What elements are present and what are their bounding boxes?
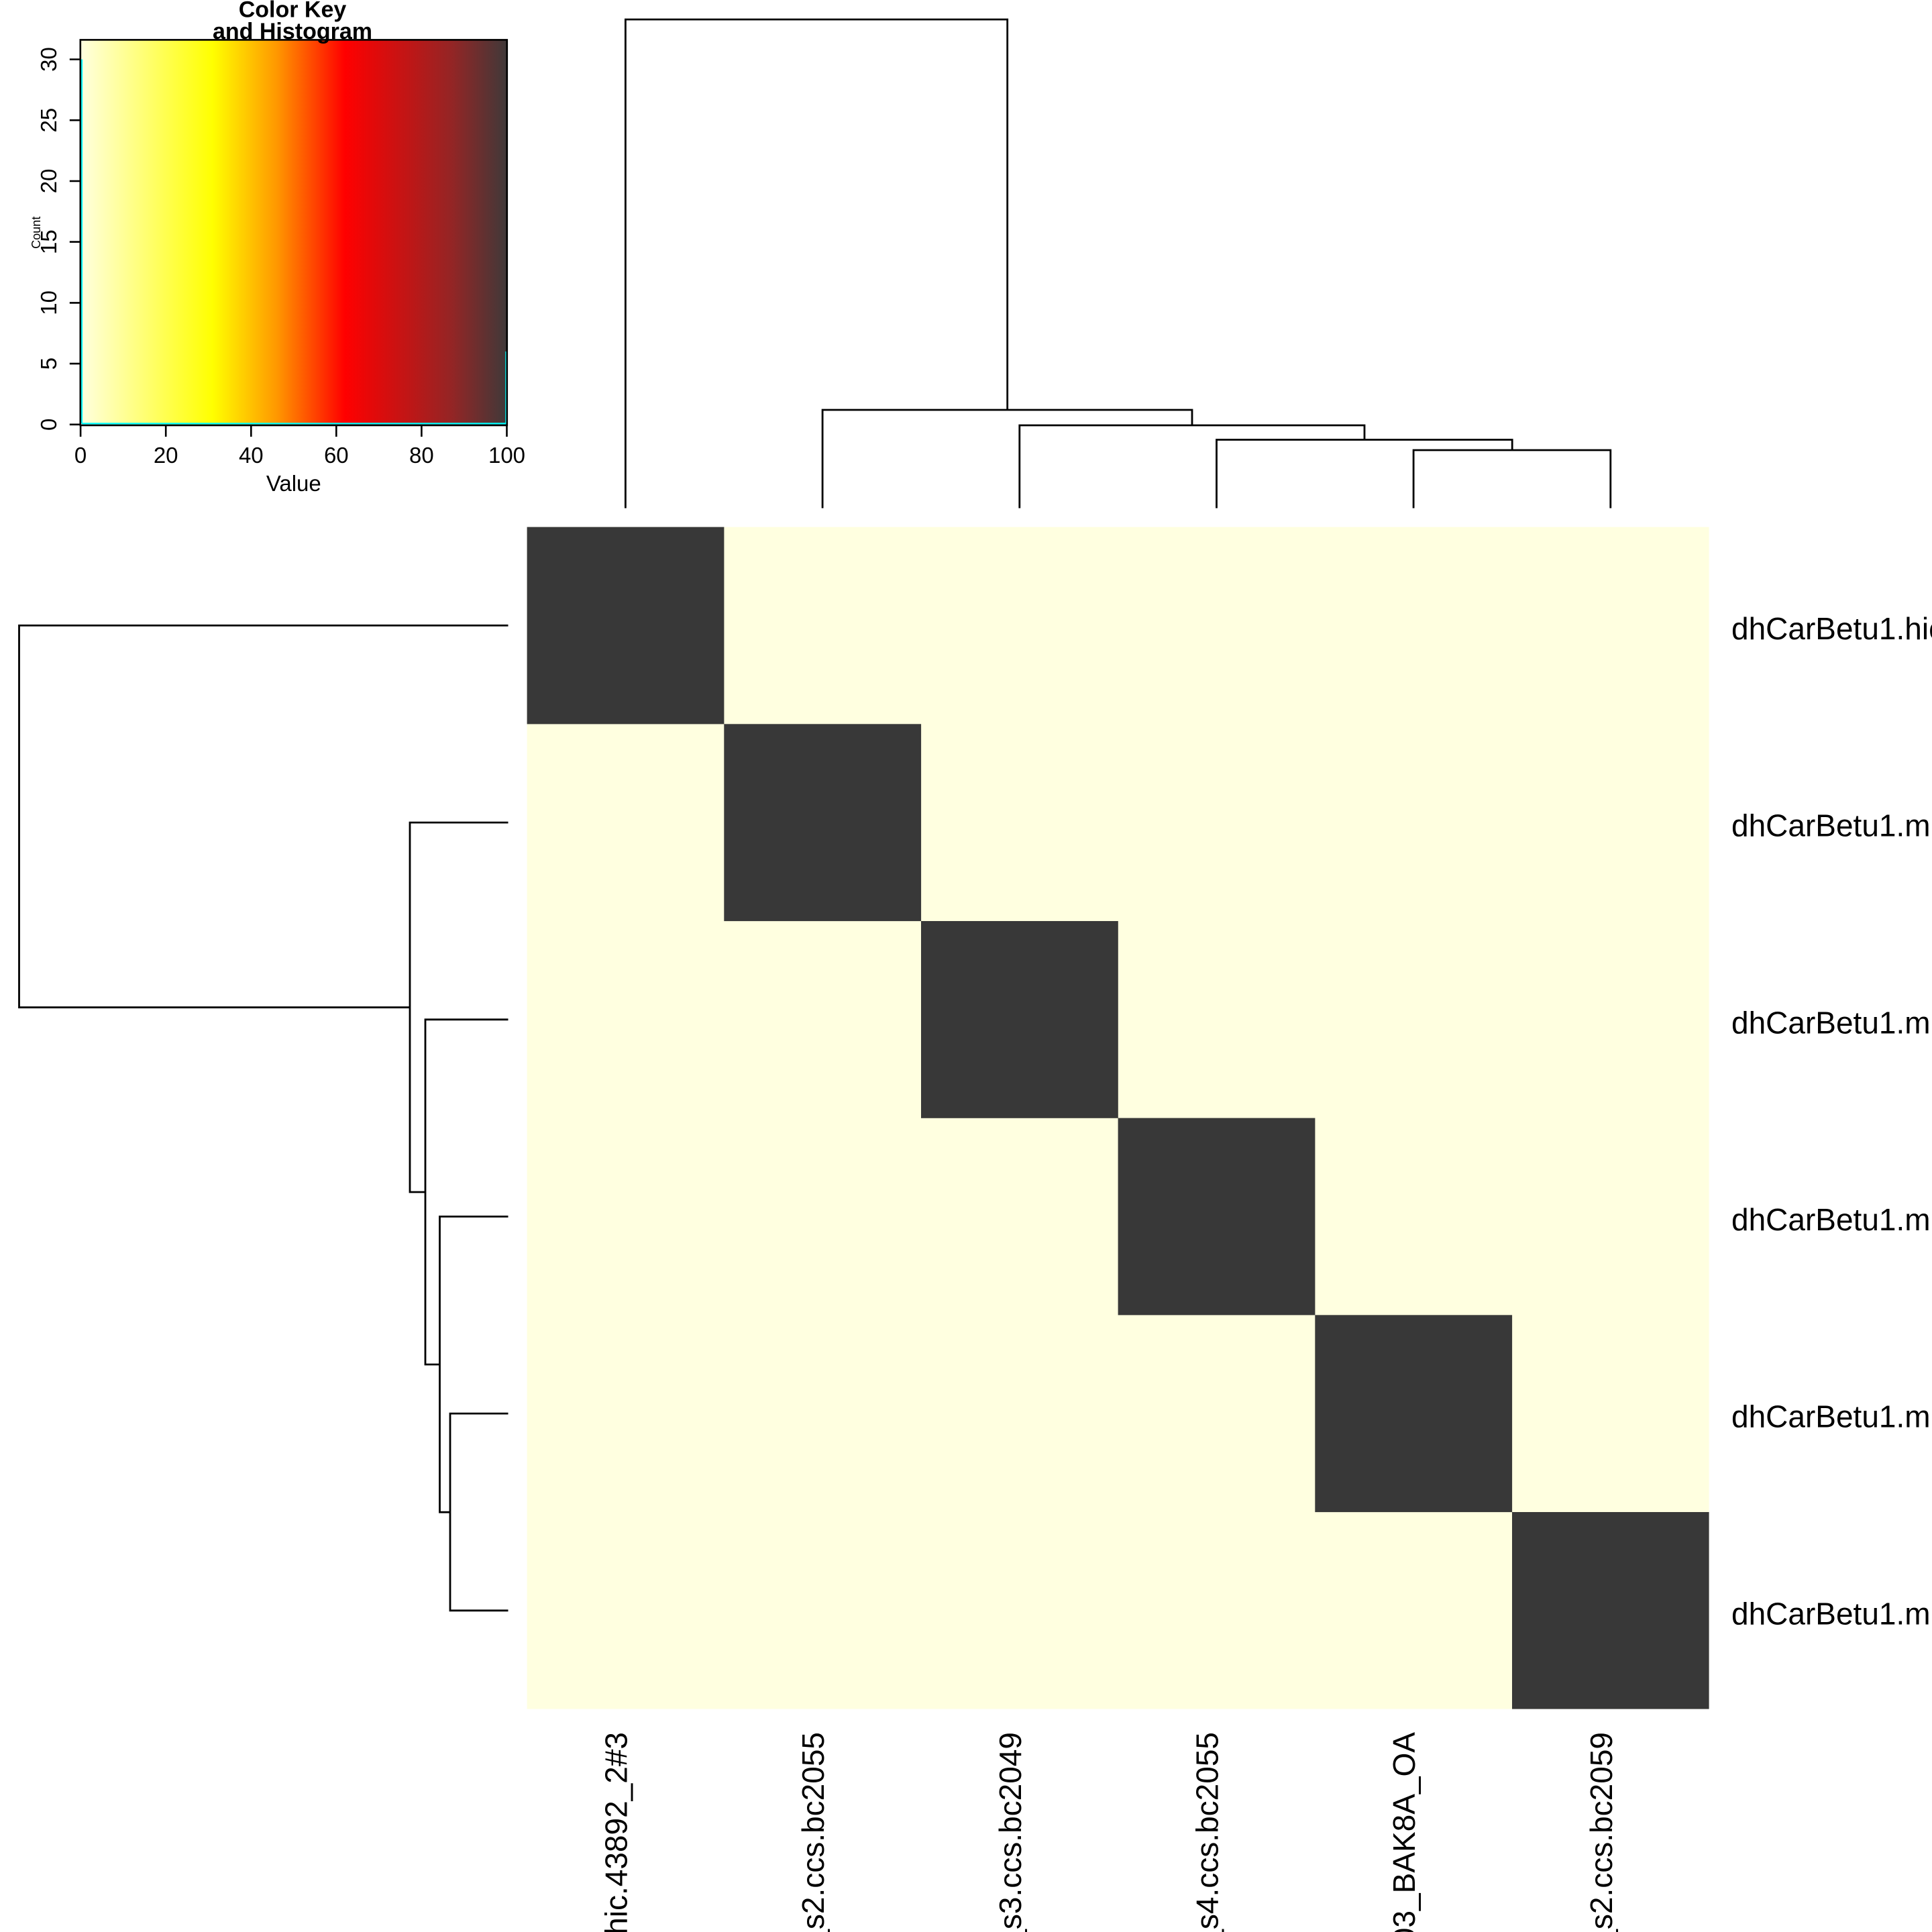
svg-text:dhCarBetu1.hic.43892_2#3: dhCarBetu1.hic.43892_2#3 (598, 1732, 633, 1932)
svg-text:10: 10 (36, 290, 61, 315)
svg-text:Value: Value (266, 471, 321, 496)
svg-text:0: 0 (36, 419, 61, 431)
svg-text:dhCarBetu1.hic.43892_2#3: dhCarBetu1.hic.43892_2#3 (1731, 611, 1932, 646)
svg-text:40: 40 (239, 443, 264, 468)
svg-text:5: 5 (36, 358, 61, 370)
svg-text:dhCarBetu1.mp_s3.ccs.bc2049: dhCarBetu1.mp_s3.ccs.bc2049 (1731, 1005, 1932, 1040)
svg-text:15: 15 (36, 229, 61, 254)
svg-text:0: 0 (74, 443, 87, 468)
svg-text:dhCarBetu1.mp_2003_BAK8A_OA: dhCarBetu1.mp_2003_BAK8A_OA (1731, 1399, 1932, 1434)
svg-text:dhCarBetu1.mp_s4.ccs.bc2055: dhCarBetu1.mp_s4.ccs.bc2055 (1731, 1202, 1932, 1237)
svg-text:dhCarBetu1.mp_s4.ccs.bc2055: dhCarBetu1.mp_s4.ccs.bc2055 (1190, 1732, 1225, 1932)
svg-text:dhCarBetu1.mp_s2.ccs.bc2055: dhCarBetu1.mp_s2.ccs.bc2055 (1731, 808, 1932, 843)
svg-text:Count: Count (30, 217, 43, 249)
svg-text:20: 20 (36, 169, 61, 194)
svg-text:80: 80 (409, 443, 434, 468)
svg-text:20: 20 (154, 443, 178, 468)
svg-text:and Histogram: and Histogram (213, 19, 372, 44)
svg-text:dhCarBetu1.mp_s2.ccs.bc2059: dhCarBetu1.mp_s2.ccs.bc2059 (1584, 1732, 1619, 1932)
svg-text:Color Key: Color Key (239, 0, 347, 23)
svg-text:60: 60 (324, 443, 349, 468)
svg-text:dhCarBetu1.mp_s3.ccs.bc2049: dhCarBetu1.mp_s3.ccs.bc2049 (993, 1732, 1028, 1932)
svg-text:dhCarBetu1.mp_2003_BAK8A_OA: dhCarBetu1.mp_2003_BAK8A_OA (1387, 1732, 1421, 1932)
svg-text:25: 25 (36, 108, 61, 133)
svg-text:30: 30 (36, 47, 61, 72)
svg-text:dhCarBetu1.mp_s2.ccs.bc2055: dhCarBetu1.mp_s2.ccs.bc2055 (796, 1732, 830, 1932)
svg-text:100: 100 (488, 443, 525, 468)
svg-text:dhCarBetu1.mp_s2.ccs.bc2059: dhCarBetu1.mp_s2.ccs.bc2059 (1731, 1596, 1932, 1631)
